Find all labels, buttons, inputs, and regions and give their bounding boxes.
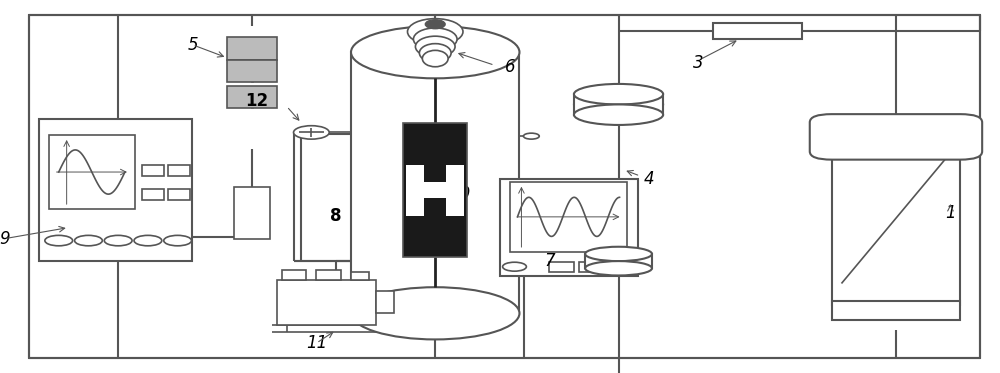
Text: 5: 5: [187, 36, 198, 54]
FancyBboxPatch shape: [810, 114, 982, 160]
Bar: [351, 52, 519, 313]
Ellipse shape: [415, 36, 455, 57]
Bar: [227, 60, 277, 82]
Bar: [403, 123, 467, 257]
Ellipse shape: [585, 261, 652, 275]
Circle shape: [294, 126, 329, 139]
Bar: [403, 123, 467, 257]
Bar: [49, 135, 135, 209]
Text: 1: 1: [946, 204, 956, 222]
Bar: [510, 182, 627, 252]
Text: 12: 12: [245, 92, 268, 110]
Circle shape: [45, 235, 73, 246]
Ellipse shape: [585, 247, 652, 261]
Bar: [168, 165, 190, 176]
Bar: [574, 94, 663, 115]
Bar: [282, 270, 306, 280]
Bar: [142, 189, 164, 200]
Ellipse shape: [419, 44, 451, 62]
Bar: [406, 165, 424, 216]
Bar: [227, 86, 277, 108]
Bar: [609, 262, 633, 272]
Text: 10: 10: [449, 185, 471, 203]
Ellipse shape: [351, 287, 519, 339]
Ellipse shape: [422, 50, 448, 67]
Ellipse shape: [413, 28, 457, 50]
Ellipse shape: [351, 26, 519, 78]
Bar: [419, 182, 451, 198]
Bar: [351, 272, 369, 280]
Ellipse shape: [574, 84, 663, 104]
Ellipse shape: [574, 93, 663, 116]
Bar: [446, 165, 464, 216]
Bar: [549, 262, 574, 272]
Bar: [227, 37, 277, 60]
Bar: [277, 280, 376, 325]
Text: 8: 8: [330, 207, 341, 225]
Bar: [585, 254, 652, 268]
Bar: [168, 189, 190, 200]
Ellipse shape: [425, 20, 445, 29]
Text: 3: 3: [692, 54, 703, 72]
Bar: [579, 262, 604, 272]
Text: 11: 11: [306, 334, 327, 352]
Bar: [142, 165, 164, 176]
Text: 7: 7: [544, 252, 555, 270]
Text: 9: 9: [0, 230, 10, 248]
Circle shape: [75, 235, 102, 246]
Ellipse shape: [407, 19, 463, 45]
Bar: [234, 186, 270, 239]
Circle shape: [164, 235, 191, 246]
Circle shape: [134, 235, 162, 246]
Bar: [713, 23, 802, 39]
Bar: [39, 119, 192, 261]
Bar: [316, 270, 341, 280]
Ellipse shape: [574, 104, 663, 125]
Circle shape: [104, 235, 132, 246]
Text: 4: 4: [643, 170, 654, 188]
Text: 6: 6: [505, 58, 515, 76]
Bar: [832, 301, 960, 320]
Bar: [500, 179, 638, 276]
Bar: [376, 291, 394, 313]
Circle shape: [523, 133, 539, 139]
Circle shape: [503, 262, 526, 271]
Ellipse shape: [585, 253, 652, 269]
